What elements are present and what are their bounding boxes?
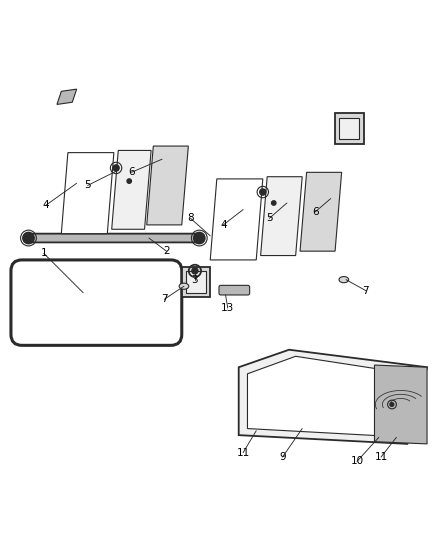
Polygon shape xyxy=(374,365,427,444)
Circle shape xyxy=(113,165,119,171)
Polygon shape xyxy=(61,152,114,233)
Polygon shape xyxy=(239,350,427,444)
Circle shape xyxy=(194,232,205,244)
Circle shape xyxy=(390,403,394,406)
Text: 13: 13 xyxy=(221,303,234,313)
Text: 8: 8 xyxy=(187,213,194,223)
Text: 4: 4 xyxy=(220,220,227,230)
Text: 5: 5 xyxy=(266,213,273,223)
FancyBboxPatch shape xyxy=(11,260,182,345)
FancyBboxPatch shape xyxy=(26,233,201,243)
Text: 1: 1 xyxy=(40,248,47,259)
Circle shape xyxy=(272,201,276,205)
Polygon shape xyxy=(147,146,188,225)
Text: 7: 7 xyxy=(362,286,369,296)
Text: 5: 5 xyxy=(84,181,91,190)
Text: 4: 4 xyxy=(42,200,49,210)
Polygon shape xyxy=(339,118,359,140)
Polygon shape xyxy=(335,113,364,144)
Circle shape xyxy=(260,189,266,195)
Circle shape xyxy=(127,179,131,183)
Polygon shape xyxy=(210,179,263,260)
Text: 7: 7 xyxy=(161,294,168,304)
Text: 9: 9 xyxy=(279,452,286,462)
Text: 11: 11 xyxy=(374,452,388,462)
Circle shape xyxy=(23,232,34,244)
Ellipse shape xyxy=(179,283,189,289)
Polygon shape xyxy=(247,356,410,437)
Text: 6: 6 xyxy=(128,167,135,177)
Text: 10: 10 xyxy=(350,456,364,466)
Polygon shape xyxy=(57,89,77,104)
Polygon shape xyxy=(261,177,302,255)
Polygon shape xyxy=(186,271,206,293)
Text: 3: 3 xyxy=(191,274,198,285)
Text: 2: 2 xyxy=(163,246,170,256)
Text: 6: 6 xyxy=(312,207,319,217)
Polygon shape xyxy=(182,266,210,297)
Circle shape xyxy=(192,268,198,274)
Polygon shape xyxy=(300,172,342,251)
FancyBboxPatch shape xyxy=(219,285,250,295)
Ellipse shape xyxy=(339,277,349,282)
Polygon shape xyxy=(112,150,151,229)
Text: 11: 11 xyxy=(237,448,250,458)
